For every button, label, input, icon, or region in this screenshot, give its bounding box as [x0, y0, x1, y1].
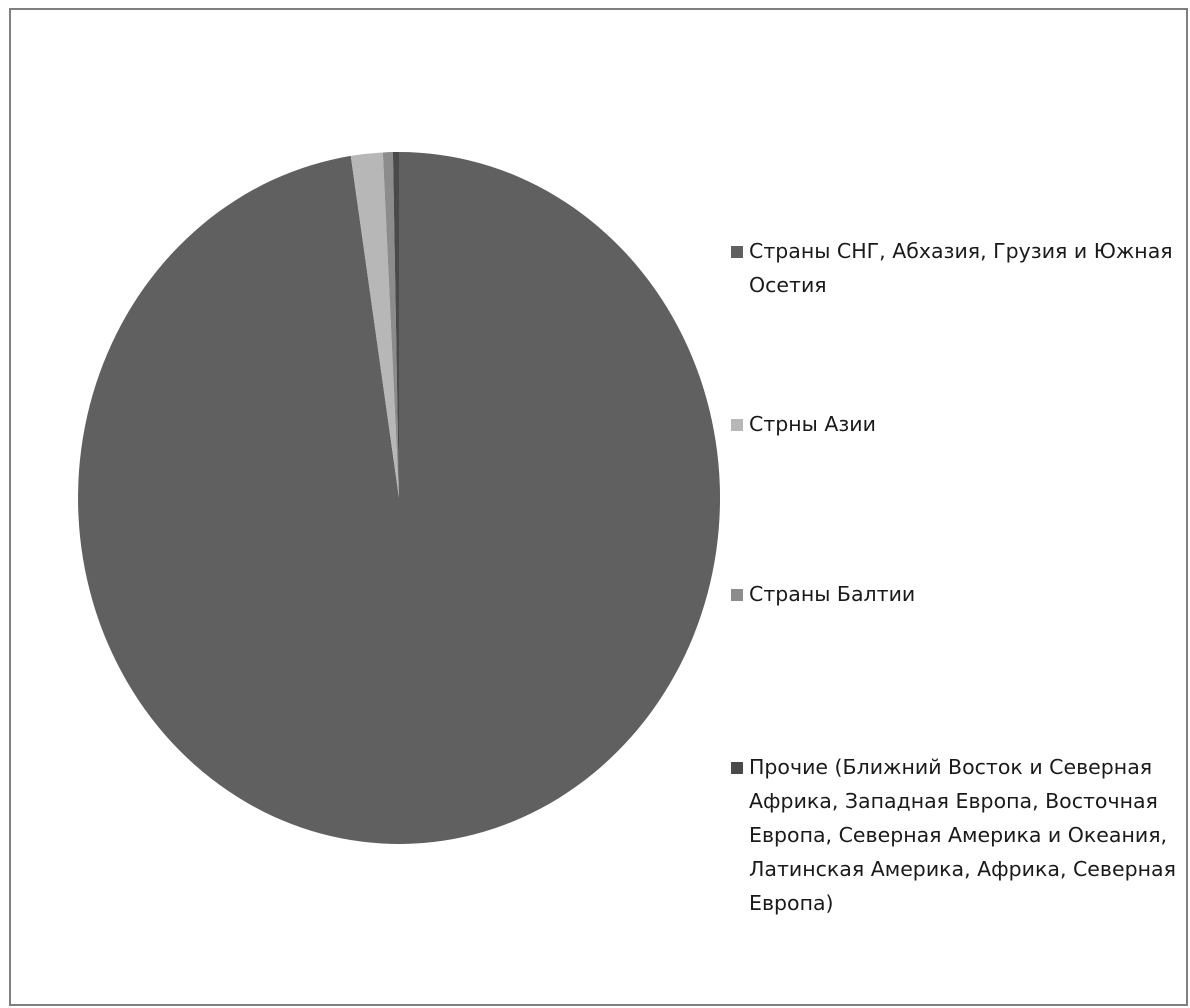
legend-swatch-asia — [731, 419, 743, 431]
legend-item-baltic: Страны Балтии — [731, 577, 1186, 611]
legend-label-cis: Страны СНГ, Абхазия, Грузия и Южная Осет… — [749, 239, 1173, 297]
pie-slice-cis — [78, 152, 721, 844]
legend-item-asia: Стрны Азии — [731, 407, 1186, 441]
legend-item-other: Прочие (Ближний Восток и Северная Африка… — [731, 750, 1186, 920]
legend-label-other: Прочие (Ближний Восток и Северная Африка… — [749, 755, 1176, 915]
legend: Страны СНГ, Абхазия, Грузия и Южная Осет… — [731, 10, 1186, 1004]
pie-slice-baltic — [382, 152, 399, 498]
legend-swatch-cis — [731, 246, 743, 258]
pie-slice-other — [392, 151, 399, 498]
legend-swatch-baltic — [731, 589, 743, 601]
legend-label-baltic: Страны Балтии — [749, 582, 916, 606]
legend-swatch-other — [731, 762, 743, 774]
pie-slices — [78, 151, 721, 844]
pie-chart — [78, 151, 721, 844]
legend-label-asia: Стрны Азии — [749, 412, 876, 436]
legend-item-cis: Страны СНГ, Абхазия, Грузия и Южная Осет… — [731, 234, 1186, 302]
chart-area: Страны СНГ, Абхазия, Грузия и Южная Осет… — [9, 8, 1188, 1006]
pie-slice-asia — [350, 152, 399, 498]
